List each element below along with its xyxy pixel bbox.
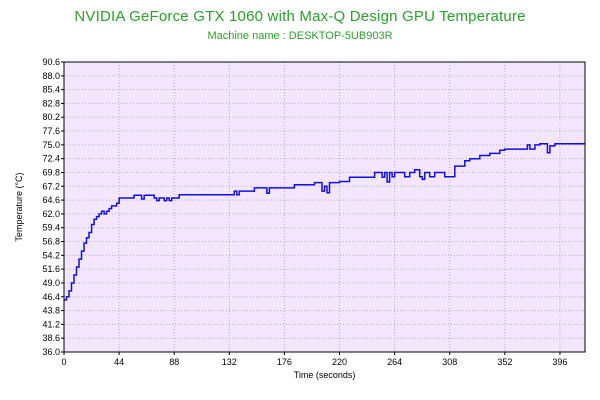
x-axis-ticks: 0 44 88 132 176 220 264 308 352 396: [61, 352, 567, 367]
y-tick-label: 69.8: [42, 167, 60, 177]
y-tick-label: 51.6: [42, 264, 60, 274]
y-tick-label: 82.8: [42, 98, 60, 108]
y-tick-label: 67.2: [42, 181, 60, 191]
y-tick-label: 64.6: [42, 195, 60, 205]
y-tick-label: 80.2: [42, 112, 60, 122]
x-axis-label: Time (seconds): [294, 370, 356, 380]
x-tick-label: 44: [114, 357, 124, 367]
y-tick-label: 72.4: [42, 154, 60, 164]
y-tick-label: 41.2: [42, 319, 60, 329]
y-tick-label: 90.6: [42, 57, 60, 67]
y-tick-label: 54.2: [42, 250, 60, 260]
y-tick-label: 49.0: [42, 278, 60, 288]
grid-lines: [63, 61, 585, 353]
y-tick-label: 56.8: [42, 237, 60, 247]
y-tick-label: 62.0: [42, 209, 60, 219]
x-tick-label: 396: [552, 357, 567, 367]
y-axis-label: Temperature (°C): [14, 172, 24, 241]
y-tick-label: 85.4: [42, 85, 60, 95]
y-axis-ticks: 36.0 38.6 41.2 43.8 46.4 49.0 51.6 54.2 56.8 59.4…: [42, 57, 64, 357]
chart-title: NVIDIA GeForce GTX 1060 with Max-Q Desig…: [74, 8, 526, 25]
x-tick-label: 176: [277, 357, 292, 367]
y-tick-label: 88.0: [42, 71, 60, 81]
y-tick-label: 36.0: [42, 347, 60, 357]
x-tick-label: 132: [222, 357, 237, 367]
x-tick-label: 220: [332, 357, 347, 367]
y-tick-label: 38.6: [42, 333, 60, 343]
series-line: [64, 143, 585, 301]
x-tick-label: 264: [387, 357, 402, 367]
x-tick-label: 88: [169, 357, 179, 367]
plot-area: [64, 62, 585, 352]
y-tick-label: 46.4: [42, 292, 60, 302]
y-tick-label: 43.8: [42, 306, 60, 316]
plot-border: [63, 61, 586, 353]
chart-subtitle: Machine name : DESKTOP-5UB903R: [207, 30, 393, 42]
x-tick-label: 0: [61, 357, 66, 367]
x-tick-label: 352: [497, 357, 512, 367]
y-tick-label: 75.0: [42, 140, 60, 150]
x-tick-label: 308: [442, 357, 457, 367]
y-tick-label: 59.4: [42, 223, 60, 233]
y-tick-label: 77.6: [42, 126, 60, 136]
